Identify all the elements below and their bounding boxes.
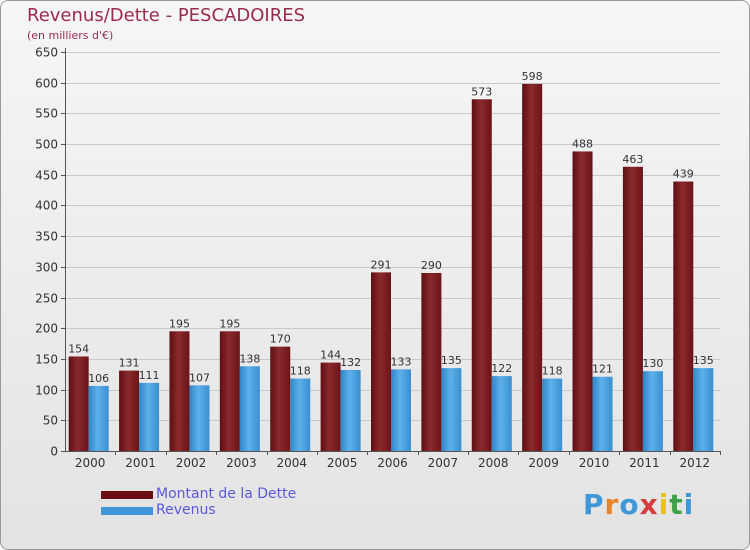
- data-label-revenue: 135: [441, 354, 462, 367]
- data-label-debt: 170: [270, 333, 291, 346]
- data-label-debt: 195: [219, 317, 240, 330]
- y-tick-label: 50: [43, 414, 58, 428]
- y-tick-label: 250: [35, 292, 58, 306]
- data-label-debt: 488: [572, 137, 593, 150]
- bar-debt: [219, 331, 240, 451]
- x-tick-label: 2002: [176, 456, 207, 470]
- brand-letter: r: [604, 488, 620, 521]
- data-label-revenue: 132: [340, 356, 361, 369]
- data-label-debt: 290: [421, 259, 442, 272]
- x-tick-label: 2005: [327, 456, 358, 470]
- data-label-debt: 291: [371, 258, 392, 271]
- bar-debt: [572, 151, 593, 452]
- brand-letter: o: [619, 488, 640, 521]
- y-tick-label: 600: [35, 77, 58, 91]
- y-tick-label: 450: [35, 169, 58, 183]
- bar-revenue: [340, 369, 361, 451]
- data-label-debt: 463: [622, 153, 643, 166]
- x-tick-label: 2011: [629, 456, 660, 470]
- data-label-revenue: 138: [239, 352, 260, 365]
- bar-debt: [68, 356, 89, 451]
- bar-debt: [320, 362, 341, 451]
- bar-debt: [421, 272, 442, 451]
- x-tick-label: 2008: [478, 456, 509, 470]
- bar-revenue: [290, 378, 311, 451]
- bar-debt: [471, 99, 492, 452]
- x-tick-label: 2007: [428, 456, 459, 470]
- bar-revenue: [642, 371, 663, 451]
- bar-debt: [622, 166, 643, 451]
- brand-letter: P: [583, 488, 605, 521]
- legend-swatch-debt: [101, 491, 153, 499]
- bar-revenue: [441, 368, 462, 451]
- data-label-debt: 573: [471, 85, 492, 98]
- brand-letter: i: [683, 488, 695, 521]
- legend-label-debt: Montant de la Dette: [156, 486, 297, 502]
- bar-debt: [522, 83, 543, 452]
- x-tick-label: 2003: [226, 456, 257, 470]
- bar-revenue: [542, 378, 563, 451]
- brand-letter: i: [658, 488, 670, 521]
- bar-revenue: [88, 385, 109, 451]
- data-label-revenue: 130: [642, 357, 663, 370]
- data-label-revenue: 121: [592, 363, 613, 376]
- brand-letter: t: [669, 488, 684, 521]
- y-tick-label: 650: [35, 46, 58, 60]
- bar-revenue: [139, 382, 160, 451]
- x-tick-label: 2000: [75, 456, 106, 470]
- bar-revenue: [693, 368, 714, 451]
- data-label-revenue: 111: [139, 369, 160, 382]
- bar-revenue: [239, 366, 260, 451]
- bar-debt: [119, 370, 140, 451]
- data-label-debt: 439: [673, 168, 694, 181]
- bar-debt: [169, 331, 190, 451]
- data-label-revenue: 107: [189, 371, 210, 384]
- data-label-debt: 598: [522, 70, 543, 83]
- y-tick-label: 500: [35, 138, 58, 152]
- chart-subtitle: (en milliers d'€): [27, 29, 114, 42]
- bars: [68, 83, 714, 452]
- bar-debt: [270, 346, 291, 451]
- axes: 0 50 100 150 200 250 300 350 400 450 500 550 600 650 2…: [35, 46, 721, 470]
- y-tick-label: 400: [35, 199, 58, 213]
- chart-title: Revenus/Dette - PESCADOIRES: [27, 5, 305, 26]
- x-tick-label: 2006: [377, 456, 408, 470]
- bar-revenue: [491, 376, 512, 451]
- y-tick-label: 100: [35, 384, 58, 398]
- brand-letter: x: [639, 488, 659, 521]
- bar-debt: [673, 181, 694, 451]
- legend-swatch-revenue: [101, 507, 153, 515]
- bar-revenue: [592, 376, 613, 451]
- legend-label-revenue: Revenus: [156, 502, 216, 518]
- x-tick-label: 2001: [125, 456, 156, 470]
- data-label-debt: 195: [169, 317, 190, 330]
- data-label-revenue: 135: [693, 354, 714, 367]
- y-tick-label: 200: [35, 322, 58, 336]
- x-tick-label: 2004: [276, 456, 307, 470]
- y-tick-label: 350: [35, 230, 58, 244]
- data-label-debt: 154: [68, 342, 89, 355]
- data-label-debt: 144: [320, 349, 341, 362]
- y-tick-label: 550: [35, 107, 58, 121]
- bar-revenue: [189, 385, 210, 451]
- x-tick-label: 2012: [680, 456, 711, 470]
- data-label-revenue: 122: [491, 362, 512, 375]
- y-tick-label: 300: [35, 261, 58, 275]
- data-label-revenue: 106: [88, 372, 109, 385]
- data-label-revenue: 118: [290, 365, 311, 378]
- data-label-debt: 131: [119, 357, 140, 370]
- bar-debt: [371, 272, 391, 451]
- bar-revenue: [391, 369, 411, 451]
- x-tick-label: 2010: [579, 456, 610, 470]
- y-tick-label: 0: [50, 445, 58, 459]
- proxiti-logo: Proxiti: [583, 488, 694, 521]
- y-tick-label: 150: [35, 353, 58, 367]
- data-label-revenue: 133: [391, 355, 412, 368]
- x-tick-label: 2009: [528, 456, 559, 470]
- data-label-revenue: 118: [542, 365, 563, 378]
